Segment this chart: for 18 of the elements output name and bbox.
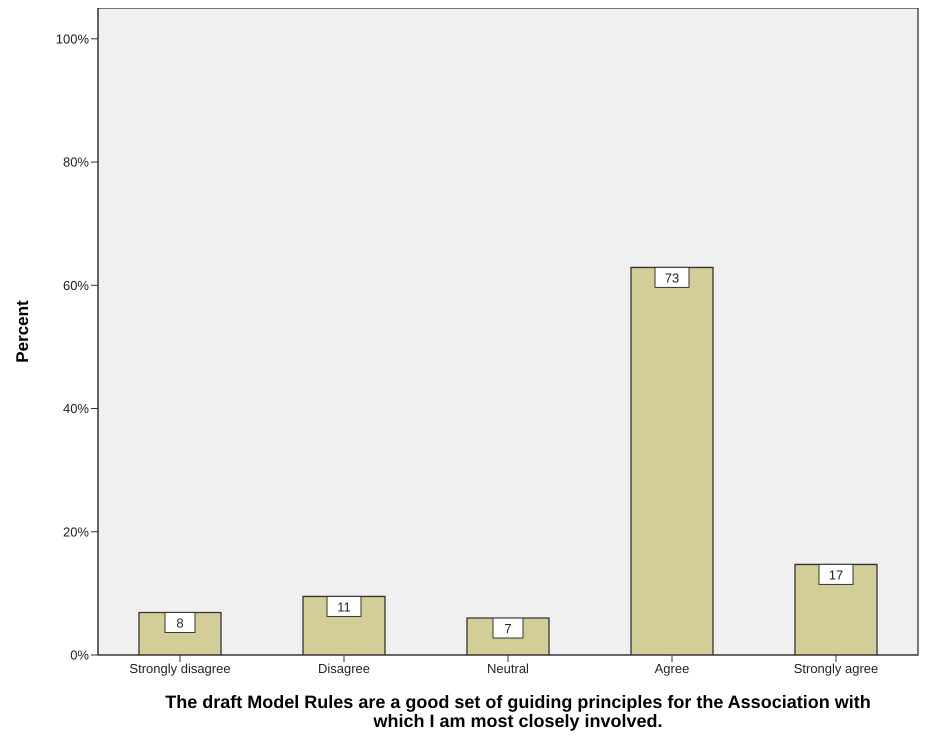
annotation: 7 [504, 621, 512, 636]
y-tick-label: 100% [56, 31, 90, 46]
annotation: 8 [176, 615, 184, 630]
x-tick-label: Neutral [487, 661, 530, 676]
y-tick-label: 20% [62, 524, 90, 540]
x-tick-label: Strongly disagree [129, 661, 231, 676]
annotation: 73 [664, 270, 680, 286]
annotation: 11 [337, 599, 351, 614]
y-tick-label: 60% [62, 278, 90, 293]
x-tick-label: Disagree [318, 661, 370, 676]
y-tick-label: 0% [70, 648, 90, 663]
x-tick-label: Agree [654, 661, 690, 676]
x-axis-title: The draft Model Rules are a good set of guiding principles for the Association with which I am most closely involved. [164, 692, 872, 731]
annotation: 17 [828, 567, 844, 582]
y-axis-title: Percent [13, 300, 32, 363]
y-tick-label: 80% [62, 154, 90, 170]
y-tick-label: 40% [62, 401, 90, 416]
x-tick-label: Strongly agree [794, 661, 878, 676]
